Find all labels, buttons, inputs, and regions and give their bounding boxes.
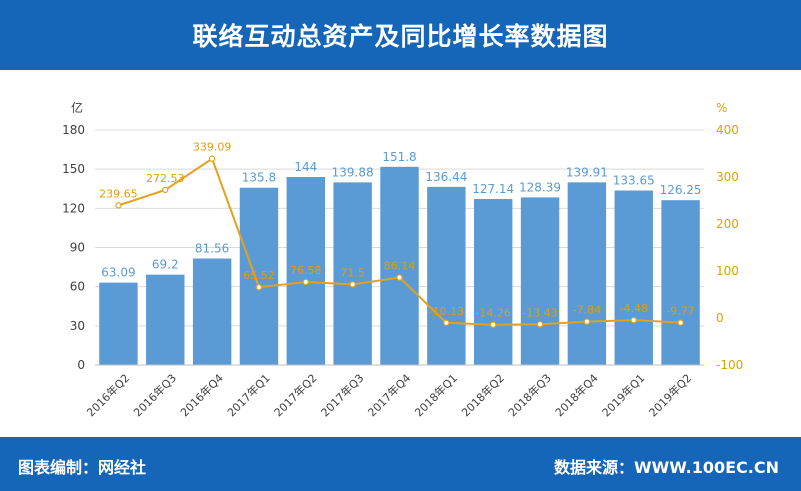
bar	[427, 186, 466, 365]
bar	[473, 199, 513, 365]
line-point	[443, 319, 450, 326]
chart-panel: 0 30 60 90 120 150 180 -100 0 100 200 300 400 亿% 63.09…	[4, 70, 797, 437]
y2-tick-label: 200	[716, 217, 739, 231]
line-value-label: -4.48	[619, 302, 647, 315]
y2-tick-label: 100	[716, 264, 739, 278]
line-point	[489, 321, 497, 328]
y-tick-label: 180	[62, 123, 85, 137]
chart-credit: 图表编制：网经社	[18, 458, 147, 477]
title-banner: 联络互动总资产及同比增长率数据图	[0, 0, 801, 70]
line-point	[208, 155, 216, 162]
y-tick-label: 90	[70, 241, 85, 255]
bar-value-label: 127.14	[472, 182, 514, 196]
line-point	[115, 202, 122, 209]
line-value-label: 239.65	[99, 187, 138, 200]
line-point	[396, 274, 403, 281]
line-value-label: 272.53	[146, 172, 185, 185]
x-tick-label: 2017年Q4	[365, 371, 414, 420]
y2-unit-label: %	[716, 101, 727, 115]
y2-tick-label: 300	[716, 170, 739, 184]
line-value-label: 65.52	[243, 269, 275, 282]
y-tick-label: 60	[70, 280, 85, 294]
bar-value-label: 63.09	[101, 266, 135, 280]
line-point	[677, 319, 684, 326]
y2-tick-label: 400	[716, 123, 739, 137]
bar-value-label: 139.91	[566, 165, 608, 179]
footer-banner: 图表编制：网经社 数据来源：WWW.100EC.CN	[0, 437, 801, 491]
bar-value-label: 151.8	[382, 150, 416, 164]
bar	[146, 274, 185, 365]
x-tick-label: 2018年Q1	[412, 371, 461, 420]
bar	[333, 182, 372, 365]
bar	[286, 177, 326, 365]
y2-tick-label: -100	[716, 358, 743, 372]
line-point	[162, 186, 169, 194]
y-tick-label: 120	[62, 201, 85, 215]
line-value-label: 339.09	[193, 141, 232, 154]
bar	[661, 200, 700, 365]
line-value-label: 76.58	[290, 264, 322, 277]
line-value-label: -7.84	[573, 304, 601, 317]
x-tick-label: 2017年Q3	[318, 371, 367, 420]
line-point	[630, 316, 637, 324]
x-tick-label: 2018年Q4	[552, 371, 601, 420]
bar-value-label: 135.8	[242, 171, 276, 185]
combo-chart: 0 30 60 90 120 150 180 -100 0 100 200 300 400 亿 % 63.09…	[62, 100, 743, 420]
bar-value-label: 133.65	[613, 174, 655, 188]
x-tick-label: 2016年Q3	[131, 371, 180, 420]
data-source: 数据来源：WWW.100EC.CN	[553, 458, 779, 477]
y-tick-label: 30	[70, 319, 85, 333]
x-tick-label: 2018年Q2	[458, 371, 507, 420]
line-value-label: -10.13	[429, 305, 464, 318]
bar-value-label: 69.2	[152, 258, 179, 272]
line-value-label: -9.77	[666, 305, 694, 318]
line-point	[349, 281, 356, 288]
bar	[520, 197, 560, 365]
bar-value-label: 144	[294, 160, 317, 174]
line-point	[536, 321, 544, 328]
bar-value-label: 81.56	[195, 242, 229, 256]
y2-tick-label: 0	[716, 311, 724, 325]
line-value-label: 86.14	[384, 260, 416, 273]
x-tick-label: 2016年Q2	[84, 371, 133, 420]
x-tick-label: 2017年Q1	[224, 371, 273, 420]
line-value-label: -13.43	[522, 306, 557, 319]
bar	[614, 190, 653, 365]
line-point	[255, 284, 263, 291]
bar	[99, 282, 138, 365]
y-tick-label: 150	[62, 162, 85, 176]
line-value-label: -14.26	[475, 307, 510, 320]
x-tick-label: 2018年Q3	[505, 371, 554, 420]
bar-value-label: 126.25	[660, 183, 702, 197]
bar	[239, 187, 279, 365]
y-tick-label: 0	[77, 358, 85, 372]
chart-title: 联络互动总资产及同比增长率数据图	[192, 22, 609, 51]
x-tick-label: 2019年Q2	[646, 371, 695, 420]
line-point	[583, 318, 591, 325]
x-tick-label: 2016年Q4	[177, 371, 226, 420]
x-tick-label: 2019年Q1	[599, 371, 648, 420]
line-point	[302, 278, 310, 286]
x-tick-label: 2017年Q2	[271, 371, 320, 420]
bar-value-label: 128.39	[519, 180, 561, 194]
line-value-label: 71.5	[340, 266, 365, 279]
bar-value-label: 139.88	[332, 165, 374, 179]
bar	[380, 166, 419, 365]
y-unit-label: 亿	[71, 100, 83, 115]
bar	[192, 258, 232, 365]
bar	[567, 182, 607, 365]
bar-value-label: 136.44	[425, 170, 467, 184]
